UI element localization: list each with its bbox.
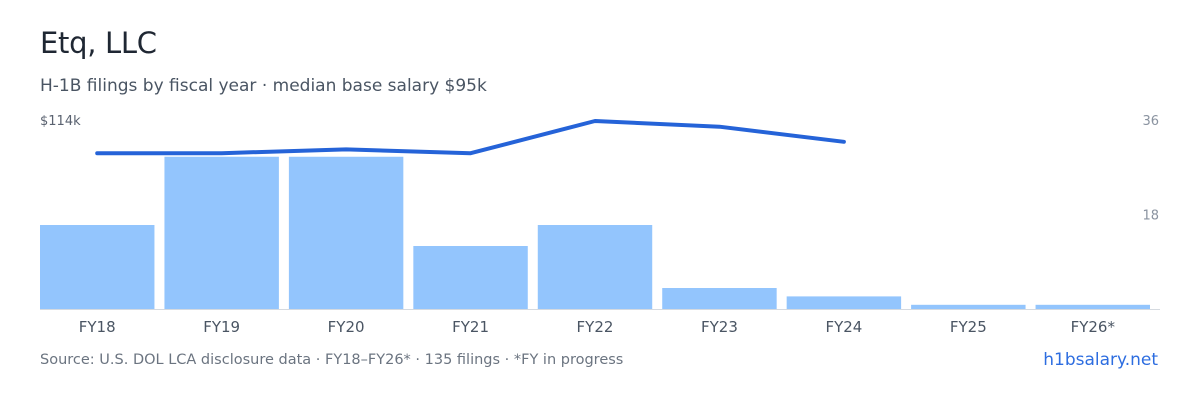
- x-tick-label: FY19: [203, 318, 240, 336]
- x-tick-label: FY18: [79, 318, 116, 336]
- bar-fy19: [164, 156, 279, 309]
- x-tick-label: FY26*: [1071, 318, 1116, 336]
- y-left-top-label: $114k: [40, 114, 81, 129]
- x-tick-label: FY20: [328, 318, 365, 336]
- bar-fy26-star: [1035, 304, 1150, 309]
- chart-title: Etq, LLC: [40, 26, 157, 60]
- source-note: Source: U.S. DOL LCA disclosure data · F…: [40, 352, 624, 368]
- salary-line: [95, 119, 846, 156]
- bar-fy22: [537, 225, 653, 309]
- x-tick-label: FY25: [950, 318, 987, 336]
- y-right-tick-labels: 36 18: [1142, 114, 1159, 224]
- x-tick-label: FY22: [577, 318, 614, 336]
- bar-fy23: [662, 288, 777, 309]
- y-right-tick-label: 18: [1142, 209, 1159, 224]
- x-tick-label: FY21: [452, 318, 489, 336]
- x-tick-labels: FY18 FY19 FY20 FY21 FY22 FY23 FY24 FY25 FY26*: [79, 318, 1116, 336]
- x-tick-label: FY23: [701, 318, 738, 336]
- bar-fy24: [786, 296, 902, 309]
- site-link[interactable]: h1bsalary.net: [1043, 350, 1158, 370]
- x-tick-label: FY24: [825, 318, 862, 336]
- bar-fy20: [288, 156, 404, 309]
- bar-fy21: [413, 246, 528, 309]
- y-right-tick-label: 36: [1142, 114, 1159, 129]
- bars-group: [40, 156, 1150, 309]
- chart-subtitle: H-1B filings by fiscal year · median bas…: [40, 76, 487, 96]
- bar-fy25: [911, 304, 1026, 309]
- bar-fy18: [40, 225, 155, 309]
